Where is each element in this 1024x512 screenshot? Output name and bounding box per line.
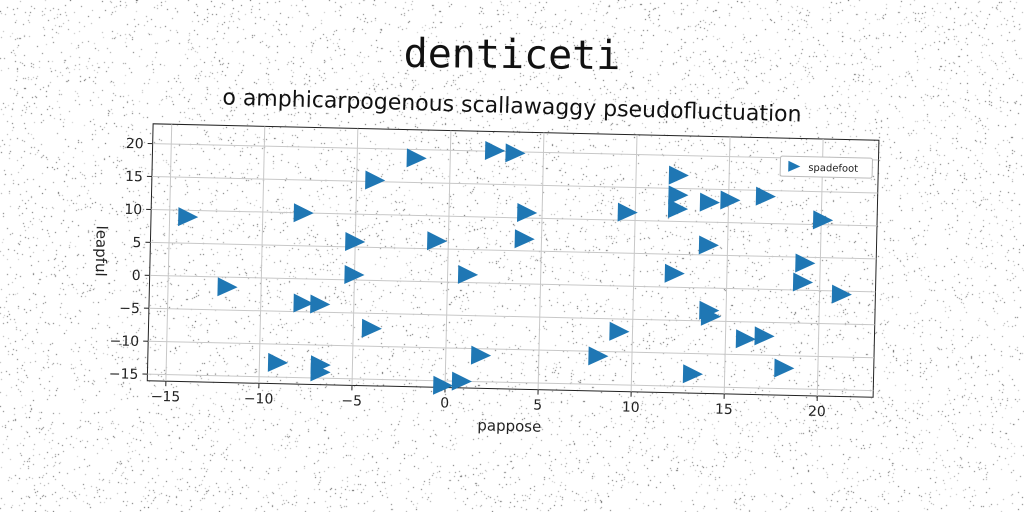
y-tick-label-5: 10 bbox=[124, 202, 142, 218]
data-point-11 bbox=[361, 318, 382, 338]
x-tick-label-1: −10 bbox=[244, 391, 274, 408]
x-tick-label-5: 10 bbox=[622, 400, 640, 416]
grid-line-y-3 bbox=[149, 274, 876, 293]
data-point-34 bbox=[720, 190, 741, 210]
data-point-30 bbox=[699, 192, 720, 212]
grid-line-x-1 bbox=[258, 126, 266, 384]
data-point-9 bbox=[344, 264, 365, 284]
grid bbox=[147, 124, 879, 396]
x-tick-label-6: 15 bbox=[715, 402, 733, 418]
data-point-4 bbox=[293, 293, 314, 313]
data-point-21 bbox=[514, 229, 535, 249]
data-point-37 bbox=[755, 186, 776, 206]
data-point-12 bbox=[406, 148, 427, 168]
data-point-5 bbox=[310, 294, 331, 314]
data-point-1 bbox=[217, 277, 238, 297]
x-tick-label-3: 0 bbox=[440, 395, 449, 411]
y-axis-label: leapful bbox=[92, 225, 111, 276]
legend-box bbox=[779, 155, 873, 179]
data-points bbox=[178, 140, 852, 395]
grid-line-x-2 bbox=[351, 128, 359, 386]
grid-line-y-0 bbox=[147, 373, 874, 392]
grid-line-y-1 bbox=[148, 340, 875, 359]
y-tick-label-2: −5 bbox=[119, 301, 140, 317]
legend-entry: spadefoot bbox=[808, 163, 858, 175]
y-tick-label-7: 20 bbox=[126, 136, 144, 152]
y-tick-label-4: 5 bbox=[132, 235, 141, 251]
grid-line-y-6 bbox=[151, 176, 878, 194]
data-point-2 bbox=[267, 352, 289, 372]
data-point-3 bbox=[293, 203, 314, 223]
grid-line-x-3 bbox=[444, 130, 452, 388]
data-point-17 bbox=[470, 345, 492, 365]
data-point-41 bbox=[812, 210, 834, 230]
grid-line-x-7 bbox=[816, 139, 824, 396]
grid-line-y-5 bbox=[151, 208, 877, 227]
data-point-25 bbox=[668, 165, 689, 185]
data-point-8 bbox=[345, 232, 366, 252]
data-point-24 bbox=[617, 202, 638, 222]
plot-area bbox=[146, 123, 880, 398]
legend: spadefoot bbox=[779, 155, 873, 179]
data-point-31 bbox=[698, 235, 719, 255]
axis-ticks: −15 −10 −5 0 5 10 15 20 −15 −10 −5 0 5 10 15 20 bbox=[109, 136, 826, 420]
data-point-29 bbox=[682, 364, 704, 384]
grid-line-x-5 bbox=[630, 134, 638, 392]
x-tick-label-0: −15 bbox=[151, 389, 181, 406]
data-point-42 bbox=[831, 284, 852, 304]
data-point-40 bbox=[792, 272, 814, 292]
grid-line-y-2 bbox=[148, 307, 875, 326]
data-point-39 bbox=[795, 253, 816, 273]
y-tick-label-3: 0 bbox=[132, 268, 141, 284]
grid-line-x-4 bbox=[537, 132, 545, 390]
data-point-13 bbox=[426, 231, 448, 251]
x-tick-label-7: 20 bbox=[808, 404, 826, 420]
data-point-19 bbox=[505, 143, 526, 163]
data-point-28 bbox=[664, 263, 685, 283]
y-tick-label-6: 15 bbox=[125, 169, 143, 185]
data-point-14 bbox=[433, 375, 454, 395]
data-point-15 bbox=[451, 371, 472, 391]
y-tick-label-1: −10 bbox=[109, 333, 139, 350]
x-axis-label: pappose bbox=[477, 416, 541, 435]
data-point-33 bbox=[700, 306, 722, 326]
data-point-18 bbox=[484, 140, 506, 160]
data-point-27 bbox=[667, 199, 689, 219]
data-point-22 bbox=[588, 346, 609, 366]
data-point-26 bbox=[668, 185, 689, 205]
data-point-35 bbox=[735, 329, 756, 349]
x-tick-label-4: 5 bbox=[533, 398, 542, 414]
data-point-20 bbox=[517, 203, 538, 222]
data-point-10 bbox=[365, 170, 386, 190]
data-point-0 bbox=[178, 207, 199, 227]
data-point-7 bbox=[310, 362, 331, 382]
x-tick-label-2: −5 bbox=[341, 393, 362, 409]
legend-marker-icon bbox=[788, 160, 801, 172]
grid-line-x-0 bbox=[165, 124, 173, 382]
y-tick-label-0: −15 bbox=[109, 366, 139, 383]
data-point-16 bbox=[457, 264, 479, 284]
data-point-23 bbox=[609, 321, 630, 341]
grid-line-y-4 bbox=[150, 241, 877, 260]
data-point-38 bbox=[774, 358, 795, 378]
grid-line-x-6 bbox=[723, 136, 731, 394]
data-point-36 bbox=[754, 326, 775, 346]
